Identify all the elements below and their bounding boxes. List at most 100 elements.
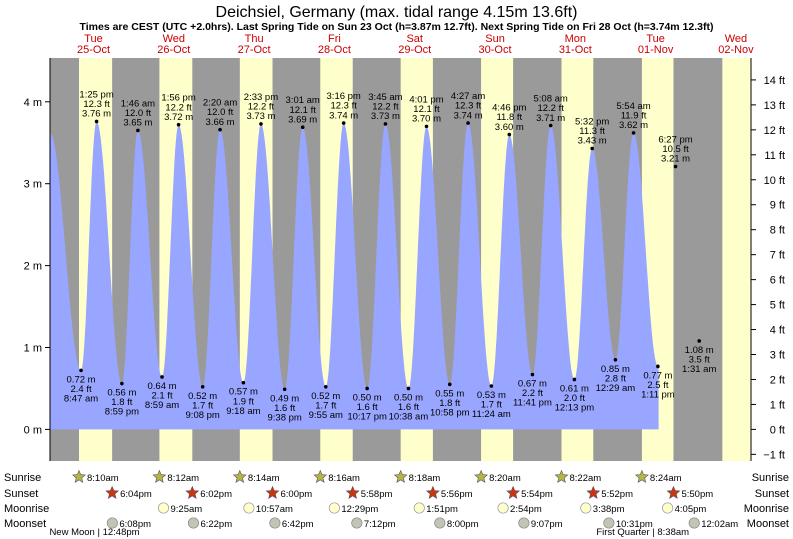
tide-label: 1.8 ft: [111, 397, 132, 408]
moonset-time: 9:07pm: [531, 519, 563, 530]
sunset-time: 5:54pm: [521, 489, 553, 500]
sunset-star: [105, 485, 120, 499]
day-label-date: 30-Oct: [479, 44, 512, 56]
moonrise-time: 9:25am: [170, 504, 202, 515]
sunset-star: [506, 485, 521, 499]
moonrise-time: 3:38pm: [593, 504, 625, 515]
sunset-time: 5:58pm: [361, 489, 393, 500]
moonset-icon: [269, 517, 281, 529]
tide-point: [590, 146, 594, 151]
low-tide-marker: 0.52 m1.7 ft9:55 am: [309, 385, 343, 421]
tide-point: [613, 357, 618, 362]
sunrise-time: 8:24am: [650, 473, 682, 484]
tide-label: 9:55 am: [309, 410, 343, 421]
chart-subtitle: Times are CEST (UTC +2.0hrs). Last Sprin…: [80, 21, 714, 33]
tide-point: [176, 122, 181, 127]
tide-label: 3:01 am: [286, 95, 320, 106]
moonrise-time: 4:05pm: [675, 504, 707, 515]
tide-label: 1.6 ft: [398, 402, 419, 413]
tide-label: 11.9 ft: [621, 111, 647, 122]
moonrise-icon: [157, 502, 170, 514]
sunrise-time: 8:22am: [570, 473, 602, 484]
tide-point: [120, 381, 124, 386]
tide-label: 2:33 pm: [244, 92, 278, 103]
tide-point: [136, 128, 140, 133]
tide-label: 12.0 ft: [125, 108, 152, 119]
tide-label: 0.50 m: [353, 392, 382, 403]
day-label-date: 29-Oct: [398, 44, 431, 56]
moonrise-time: 12:29pm: [341, 504, 378, 515]
astro-row-title-left: Sunset: [4, 488, 38, 500]
right-axis-tick-label: 7 ft: [770, 250, 785, 262]
astro-row-title-left: Moonset: [4, 518, 46, 530]
tide-label: 3.72 m: [164, 112, 193, 123]
tide-label: 0.49 m: [270, 393, 299, 404]
tide-label: 12:13 pm: [555, 403, 595, 414]
tide-label: 3.71 m: [536, 113, 565, 124]
moonset-icon: [688, 517, 700, 529]
tide-label: 0.85 m: [601, 364, 630, 375]
tide-label: 3:16 pm: [327, 91, 361, 102]
sunrise-time: 8:16am: [328, 473, 360, 484]
day-label-weekday: Tue: [646, 33, 665, 45]
right-axis-tick-label: 2 ft: [770, 374, 785, 386]
moon-phase-label: First Quarter | 8:38am: [596, 527, 689, 538]
tide-label: 0.72 m: [67, 374, 96, 385]
day-label-weekday: Tue: [84, 33, 103, 45]
right-axis-tick-label: 1 ft: [770, 399, 785, 411]
tide-label: 2:20 am: [203, 98, 237, 109]
moonrise-icon: [413, 502, 425, 514]
moonset-time: 12:02am: [701, 519, 738, 530]
sunrise-time: 8:12am: [167, 473, 199, 484]
right-axis-tick-label: 0 ft: [770, 424, 785, 436]
day-label-date: 01-Nov: [638, 44, 674, 56]
tide-label: 3.62 m: [619, 120, 648, 131]
moonset-icon: [434, 517, 446, 529]
tide-label: 12.2 ft: [248, 102, 275, 113]
tide-label: 0.57 m: [229, 387, 258, 398]
tide-label: 0.61 m: [560, 383, 589, 394]
tide-point: [160, 375, 164, 379]
tide-label: 1.7 ft: [315, 400, 336, 411]
tide-label: 12:29 am: [596, 383, 636, 394]
sunset-time: 6:04pm: [120, 489, 152, 500]
tide-label: 9:18 am: [226, 406, 260, 417]
astro-row-title-right: Sunrise: [752, 472, 789, 484]
day-label-date: 26-Oct: [157, 44, 190, 56]
tide-label: 0.77 m: [643, 370, 672, 381]
right-axis-feet: −1 ft 0 ft 1 ft 2 ft 3 ft 4 ft 5 ft 6 ft 7 ft 8 f…: [750, 58, 785, 461]
tide-point: [341, 121, 346, 125]
tide-label: 5:32 pm: [575, 116, 609, 127]
right-axis-tick-label: 14 ft: [764, 75, 785, 87]
tide-label: 3.43 m: [578, 136, 607, 147]
right-axis-tick-label: −1 ft: [763, 449, 785, 461]
sunset-star: [265, 485, 280, 499]
tide-label: 12.3 ft: [455, 101, 482, 112]
tide-label: 2.5 ft: [647, 380, 668, 391]
tide-label: 12.0 ft: [207, 107, 234, 118]
left-axis-tick-label: 4 m: [24, 97, 42, 109]
sunrise-time: 8:10am: [87, 473, 119, 484]
tide-label: 5:54 am: [616, 101, 650, 112]
day-label-weekday: Wed: [725, 33, 747, 45]
sunset-time: 6:02pm: [200, 489, 232, 500]
tide-label: 0.52 m: [188, 391, 217, 402]
low-tide-marker: 0.57 m1.9 ft9:18 am: [226, 380, 261, 417]
sunset-time: 5:50pm: [681, 489, 713, 500]
sunset-time: 5:52pm: [601, 489, 633, 500]
sunrise-star: [72, 469, 86, 483]
astro-row-title-right: Sunset: [755, 488, 789, 500]
sunset-time: 5:56pm: [441, 489, 473, 500]
moonrise-icon: [328, 502, 340, 514]
moonset-icon: [351, 517, 363, 529]
tide-label: 0.55 m: [435, 388, 464, 399]
tide-label: 3.65 m: [123, 118, 152, 129]
tide-point: [365, 386, 369, 391]
tide-label: 3.74 m: [454, 110, 483, 121]
daylight-band: [722, 58, 751, 461]
